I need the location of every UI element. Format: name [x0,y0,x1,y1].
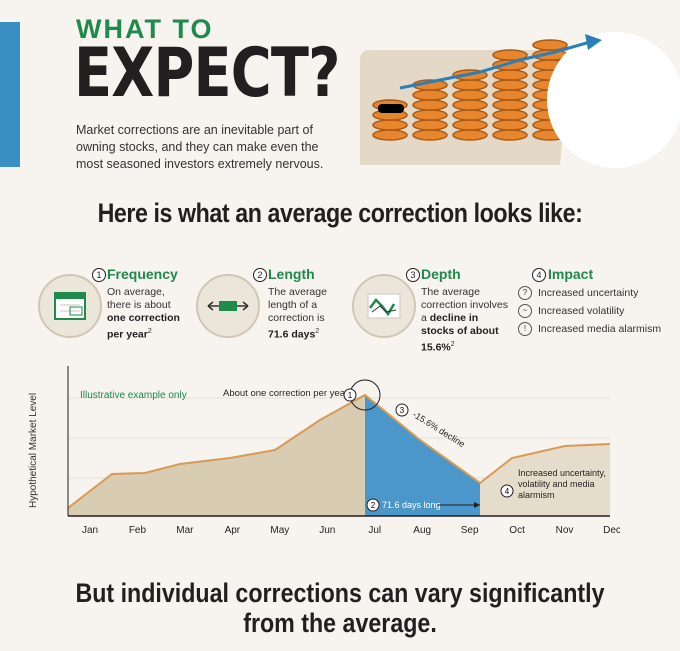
impact-item: ~ Increased volatility [518,304,624,318]
annotation-1-number: 1 [348,391,353,400]
annotation-3-marker [395,403,409,417]
metric-title: Length [268,266,315,282]
x-tick-label: Nov [556,525,574,536]
metric-number: 4 [532,268,546,282]
post-correction-area [480,444,610,516]
metric-description: The average correction involves a declin… [421,286,508,354]
impact-item: ! Increased media alarmism [518,322,661,336]
annotation-2-label: 71.6 days long [382,500,441,510]
market-correction-chart: Jan Feb Mar Apr May Jun Jul Aug Sep Oct Nov Dec Ill… [67,366,620,536]
metric-title: Impact [548,266,594,282]
timeline-icon [196,274,260,338]
metric-number: 3 [406,268,420,282]
page-title: EXPECT? [74,34,340,113]
annotation-1-label: About one correction per year [223,388,348,399]
annotation-3-number: 3 [400,406,405,415]
x-tick-label: Oct [509,525,525,536]
metric-number: 1 [92,268,106,282]
declining-chart-icon [352,274,416,338]
annotation-2-number: 2 [371,501,376,510]
x-tick-label: May [270,525,289,536]
section-subheading: Here is what an average correction looks… [97,198,583,228]
x-tick-label: Apr [225,525,241,536]
wave-icon: ~ [518,304,532,318]
accent-bar [0,22,20,167]
metric-description: The average length of a correction is 71… [268,286,327,341]
warning-icon: ! [518,322,532,336]
correction-area [365,395,480,516]
x-tick-label: Jun [319,525,335,536]
metric-title: Depth [421,266,461,282]
annotation-4-number: 4 [505,487,510,496]
x-tick-label: Aug [413,525,431,536]
metric-description: On average, there is about one correctio… [107,286,180,341]
pre-correction-area [68,395,365,516]
x-tick-label: Mar [176,525,194,536]
impact-item: ? Increased uncertainty [518,286,638,300]
x-tick-label: Sep [461,525,479,536]
coin-stacks-illustration [360,32,680,168]
chart-note: Illustrative example only [80,390,187,401]
metric-number: 2 [253,268,267,282]
x-tick-label: Jan [82,525,98,536]
intro-text: Market corrections are an inevitable par… [76,123,324,171]
annotation-4-marker [500,484,514,498]
annotation-4-label: Increased uncertainty, volatility and me… [518,468,606,500]
chart-y-axis-label: Hypothetical Market Level [28,392,39,508]
annotation-1-marker [343,388,357,402]
question-icon: ? [518,286,532,300]
calendar-icon [38,274,102,338]
kicker-heading: WHAT TO [76,14,214,44]
x-tick-label: Jul [368,525,381,536]
market-line [67,393,611,509]
x-tick-label: Feb [129,525,147,536]
closing-heading: But individual corrections can vary sign… [75,578,605,638]
annotation-2-marker [366,498,380,512]
metric-title: Frequency [107,266,178,282]
x-tick-label: Dec [603,525,620,536]
